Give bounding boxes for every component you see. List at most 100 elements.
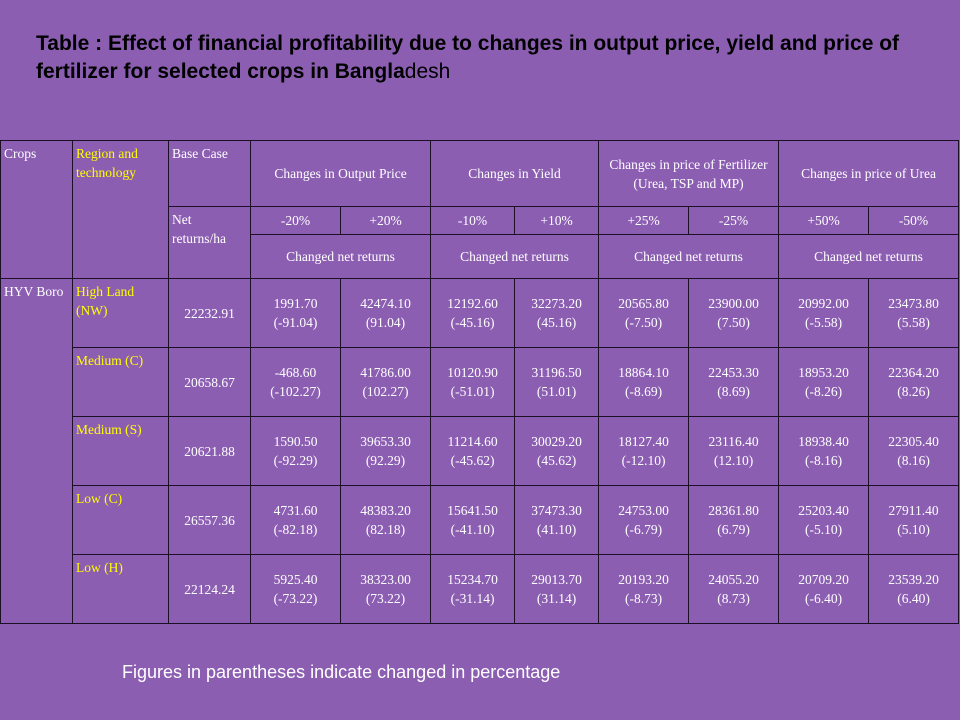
value-cell: 29013.70 (31.14) (514, 554, 600, 624)
value-cell: 5925.40 (-73.22) (250, 554, 341, 624)
value-cell: 30029.20 (45.62) (514, 416, 600, 486)
value-cell: 24753.00 (-6.79) (598, 485, 690, 555)
percent-change-value: (5.10) (897, 522, 930, 537)
net-return-value: 18953.20 (798, 365, 849, 380)
value-cell: 4731.60 (-82.18) (250, 485, 341, 555)
header-output-price: Changes in Output Price (249, 140, 432, 207)
header-region: Region and technology (72, 140, 169, 279)
value-cell: -468.60 (-102.27) (250, 347, 341, 417)
region-cell: High Land (NW) (72, 278, 169, 348)
net-return-value: 10120.90 (447, 365, 498, 380)
net-return-value: 22364.20 (888, 365, 939, 380)
net-return-value: 4731.60 (273, 503, 318, 518)
net-return-value: 29013.70 (531, 572, 582, 587)
header-base-case: Base Case (168, 140, 251, 207)
value-cell: 31196.50 (51.01) (514, 347, 600, 417)
percent-change-value: (-7.50) (624, 315, 663, 330)
base-case-cell: 20621.88 (168, 416, 251, 486)
percent-change-value: (8.16) (897, 453, 930, 468)
net-return-value: 48383.20 (360, 503, 411, 518)
crop-name: HYV Boro (0, 278, 73, 624)
header-changed-net-returns: Changed net returns (249, 234, 432, 279)
base-case-cell: 26557.36 (168, 485, 251, 555)
profitability-table: Crops Region and technology Base Case Ch… (0, 140, 960, 624)
value-cell: 11214.60 (-45.62) (430, 416, 516, 486)
net-return-value: 11214.60 (447, 434, 498, 449)
value-cell: 39653.30 (92.29) (339, 416, 432, 486)
value-cell: 23473.80 (5.58) (868, 278, 960, 348)
percent-change-value: (6.40) (897, 591, 930, 606)
percent-change-value: (8.73) (717, 591, 750, 606)
table-row: Medium (C) 20658.67 -468.60 (-102.27) 41786.… (1, 347, 960, 417)
percent-change-value: (-45.16) (450, 315, 495, 330)
value-cell: 27911.40 (5.10) (868, 485, 960, 555)
header-pct: -25% (688, 206, 780, 235)
header-yield: Changes in Yield (430, 140, 600, 207)
base-case-cell: 22232.91 (168, 278, 251, 348)
net-return-value: 24753.00 (618, 503, 669, 518)
net-return-value: 37473.30 (531, 503, 582, 518)
value-cell: 37473.30 (41.10) (514, 485, 600, 555)
percent-change-value: (-6.79) (624, 522, 663, 537)
net-return-value: 31196.50 (531, 365, 582, 380)
header-row-groups: Crops Region and technology Base Case Ch… (0, 140, 960, 279)
header-crops: Crops (0, 140, 73, 279)
value-cell: 28361.80 (6.79) (688, 485, 780, 555)
header-row-pct: Net returns/ha -20% +20% -10% +10% +25% … (1, 206, 960, 279)
net-return-value: 5925.40 (273, 572, 318, 587)
percent-change-value: (82.18) (365, 522, 406, 537)
net-return-value: 23473.80 (888, 296, 939, 311)
value-cell: 23539.20 (6.40) (868, 554, 960, 624)
percent-change-value: (-102.27) (270, 384, 321, 399)
percent-change-value: (51.01) (536, 384, 577, 399)
percent-change-value: (-8.16) (804, 453, 843, 468)
net-return-value: 24055.20 (708, 572, 759, 587)
percent-change-value: (12.10) (713, 453, 754, 468)
percent-change-value: (45.16) (536, 315, 577, 330)
table-row: Medium (S) 20621.88 1590.50 (-92.29) 39653.3… (1, 416, 960, 486)
header-pct: -20% (250, 206, 341, 235)
percent-change-value: (-8.69) (624, 384, 663, 399)
header-net-returns: Net returns/ha (168, 206, 251, 279)
percent-change-value: (8.26) (897, 384, 930, 399)
value-cell: 22453.30 (8.69) (688, 347, 780, 417)
value-cell: 23116.40 (12.10) (688, 416, 780, 486)
region-cell: Low (C) (72, 485, 169, 555)
table-row: Low (H) 22124.24 5925.40 (-73.22) 38323.00 (7… (1, 554, 960, 624)
percent-change-value: (-45.62) (450, 453, 495, 468)
net-return-value: 20193.20 (618, 572, 669, 587)
percent-change-value: (31.14) (536, 591, 577, 606)
percent-change-value: (6.79) (717, 522, 750, 537)
percent-change-value: (-5.58) (804, 315, 843, 330)
header-urea-price: Changes in price of Urea (778, 140, 960, 207)
title-normal-part: desh (404, 60, 451, 83)
net-return-value: 12192.60 (447, 296, 498, 311)
base-case-cell: 22124.24 (168, 554, 251, 624)
percent-change-value: (-41.10) (450, 522, 495, 537)
net-return-value: 32273.20 (531, 296, 582, 311)
value-cell: 1590.50 (-92.29) (250, 416, 341, 486)
net-return-value: 18938.40 (798, 434, 849, 449)
value-cell: 48383.20 (82.18) (339, 485, 432, 555)
percent-change-value: (92.29) (365, 453, 406, 468)
value-cell: 41786.00 (102.27) (339, 347, 432, 417)
percent-change-value: (-8.26) (804, 384, 843, 399)
value-cell: 24055.20 (8.73) (688, 554, 780, 624)
net-return-value: 1590.50 (273, 434, 318, 449)
percent-change-value: (73.22) (365, 591, 406, 606)
value-cell: 42474.10 (91.04) (339, 278, 432, 348)
base-case-cell: 20658.67 (168, 347, 251, 417)
value-cell: 1991.70 (-91.04) (250, 278, 341, 348)
header-pct: +50% (778, 206, 870, 235)
footnote: Figures in parentheses indicate changed … (122, 662, 561, 682)
net-return-value: 20709.20 (798, 572, 849, 587)
net-return-value: 18127.40 (618, 434, 669, 449)
header-pct: -10% (430, 206, 516, 235)
percent-change-value: (-12.10) (621, 453, 666, 468)
value-cell: 25203.40 (-5.10) (778, 485, 870, 555)
net-return-value: 39653.30 (360, 434, 411, 449)
value-cell: 15234.70 (-31.14) (430, 554, 516, 624)
net-return-value: 15641.50 (447, 503, 498, 518)
percent-change-value: (45.62) (536, 453, 577, 468)
title-bold-part: Table : Effect of financial profitabilit… (36, 32, 900, 83)
